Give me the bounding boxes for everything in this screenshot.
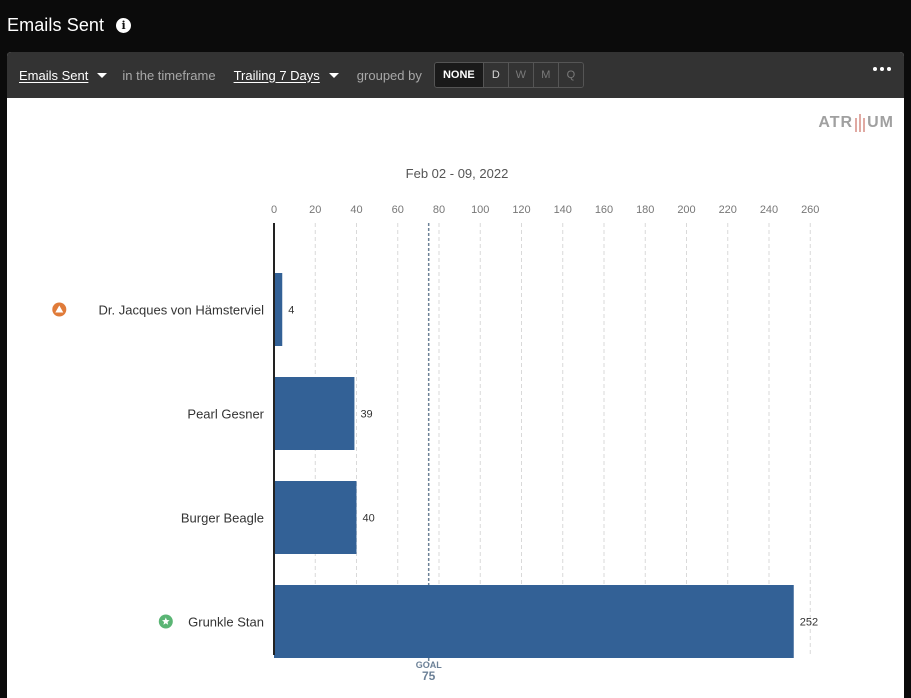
- logo-bars-icon: [855, 114, 866, 132]
- grouping-week-button[interactable]: W: [507, 63, 533, 87]
- category-label: Burger Beagle: [181, 511, 264, 526]
- bar-value-label: 40: [363, 513, 375, 525]
- metric-select[interactable]: Emails Sent: [19, 67, 108, 83]
- x-tick-label: 20: [309, 204, 321, 216]
- timeframe-select-label: Trailing 7 Days: [233, 67, 320, 83]
- x-tick-label: 200: [677, 204, 695, 216]
- more-options-icon[interactable]: [873, 67, 891, 71]
- x-tick-label: 220: [719, 204, 737, 216]
- warning-icon-glyph: [55, 305, 64, 313]
- category-label: Pearl Gesner: [187, 407, 264, 422]
- grouping-day-button[interactable]: D: [482, 63, 508, 87]
- x-tick-label: 100: [471, 204, 489, 216]
- page-header: Emails Sent i: [7, 12, 132, 38]
- bar: [274, 273, 283, 346]
- category-label: Grunkle Stan: [188, 615, 264, 630]
- category-label: Dr. Jacques von Hämsterviel: [99, 303, 265, 318]
- atrium-logo: ATR UM: [818, 114, 894, 132]
- bar: [274, 377, 355, 450]
- x-tick-label: 160: [595, 204, 613, 216]
- timeframe-prefix: in the timeframe: [122, 67, 216, 83]
- x-tick-label: 120: [512, 204, 530, 216]
- chart-card: Emails Sent in the timeframe Trailing 7 …: [7, 52, 904, 698]
- goal-value: 75: [422, 669, 436, 683]
- grouping-toggle: NONE D W M Q: [433, 62, 584, 88]
- grouping-month-button[interactable]: M: [532, 63, 558, 87]
- grouping-quarter-button[interactable]: Q: [557, 63, 583, 87]
- chevron-down-icon: [97, 72, 108, 78]
- star-icon-glyph: [162, 617, 170, 625]
- bar: [274, 481, 357, 554]
- bar-value-label: 4: [288, 305, 294, 317]
- grouped-by-label: grouped by: [356, 67, 422, 83]
- x-tick-label: 260: [801, 204, 819, 216]
- grouping-none-button[interactable]: NONE: [434, 63, 483, 87]
- x-tick-label: 180: [636, 204, 654, 216]
- page-title: Emails Sent: [7, 14, 105, 35]
- chevron-down-icon: [328, 72, 339, 78]
- x-tick-label: 80: [433, 204, 445, 216]
- goal-label-text: GOAL: [415, 660, 442, 670]
- logo-text-right: UM: [867, 114, 894, 131]
- chart-area: Feb 02 - 09, 2022 0 20 40 60 80 100 120 140 160 18…: [7, 98, 904, 698]
- timeframe-select[interactable]: Trailing 7 Days: [234, 68, 339, 83]
- bar: [274, 585, 794, 658]
- x-tick-label: 40: [350, 204, 362, 216]
- bar-chart: Feb 02 - 09, 2022 0 20 40 60 80 100 120 140 160 18…: [52, 166, 819, 665]
- metric-select-label: Emails Sent: [19, 67, 89, 83]
- x-tick-label: 140: [554, 204, 572, 216]
- x-tick-label: 0: [271, 204, 277, 216]
- chart-toolbar: Emails Sent in the timeframe Trailing 7 …: [7, 52, 904, 98]
- info-icon[interactable]: i: [116, 18, 132, 33]
- bar-value-label: 39: [360, 409, 372, 421]
- logo-text-left: ATR: [818, 114, 854, 131]
- x-tick-label: 60: [392, 204, 404, 216]
- goal-marker: GOAL 75: [409, 660, 449, 683]
- bar-value-label: 252: [800, 617, 818, 629]
- x-tick-label: 240: [760, 204, 778, 216]
- chart-title: Feb 02 - 09, 2022: [406, 166, 509, 181]
